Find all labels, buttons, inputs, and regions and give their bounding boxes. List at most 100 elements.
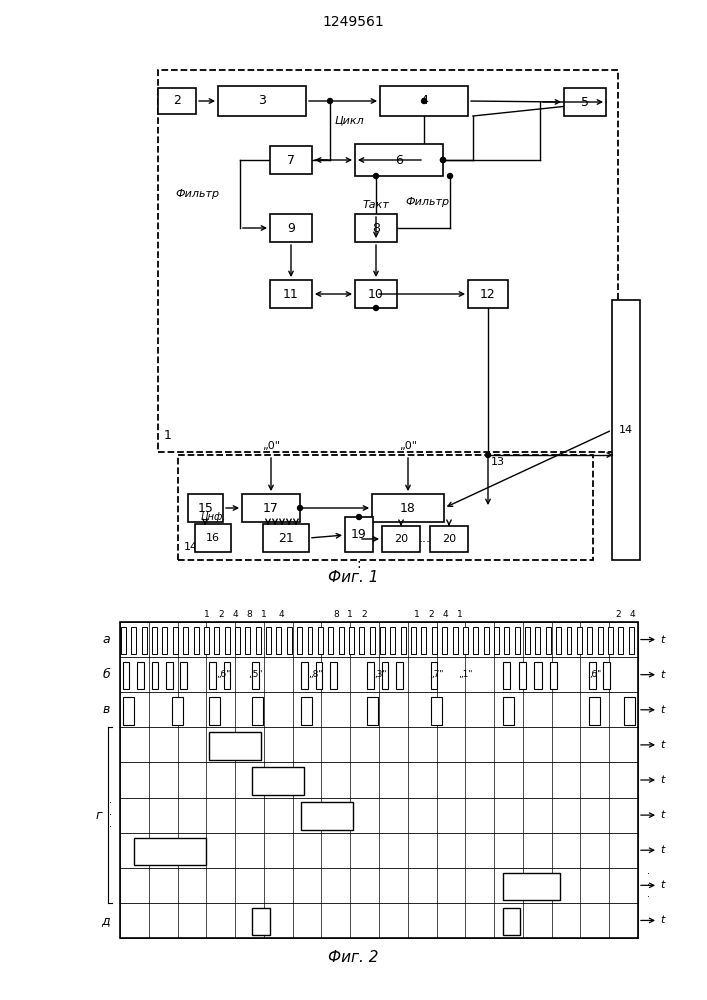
Bar <box>308 627 312 654</box>
Bar <box>401 627 406 654</box>
Bar <box>209 697 220 725</box>
Text: :: : <box>357 557 361 571</box>
Bar <box>183 627 188 654</box>
Bar <box>178 455 593 560</box>
Text: д: д <box>101 914 110 927</box>
Bar <box>597 627 602 654</box>
Bar <box>494 627 499 654</box>
Text: 2: 2 <box>218 610 223 619</box>
Bar <box>550 662 557 689</box>
Text: 14: 14 <box>619 425 633 435</box>
Bar <box>245 627 250 654</box>
Text: 11: 11 <box>283 288 299 300</box>
Text: 9: 9 <box>287 222 295 234</box>
Text: б: б <box>103 668 110 681</box>
Text: 8: 8 <box>247 610 252 619</box>
Bar <box>431 662 438 689</box>
Bar <box>194 627 199 654</box>
Bar <box>396 662 403 689</box>
Bar <box>330 662 337 689</box>
Bar <box>252 908 269 935</box>
Bar <box>589 697 600 725</box>
Bar <box>370 627 375 654</box>
Bar <box>123 662 129 689</box>
Bar <box>355 144 443 176</box>
Bar <box>301 662 308 689</box>
Text: t: t <box>660 635 665 645</box>
Circle shape <box>421 99 426 104</box>
Bar <box>158 70 618 452</box>
Bar <box>411 627 416 654</box>
Text: 2: 2 <box>173 95 181 107</box>
Text: 5: 5 <box>581 96 589 108</box>
Bar <box>577 627 582 654</box>
Bar <box>463 627 468 654</box>
Text: 14: 14 <box>184 542 198 552</box>
Bar <box>270 214 312 242</box>
Bar <box>534 662 542 689</box>
Bar <box>442 627 447 654</box>
Text: 1: 1 <box>457 610 462 619</box>
Bar <box>121 627 126 654</box>
Text: 2: 2 <box>428 610 433 619</box>
Text: 19: 19 <box>351 528 367 541</box>
Text: в: в <box>103 703 110 716</box>
Bar <box>566 627 571 654</box>
Text: 1249561: 1249561 <box>322 15 384 29</box>
Bar <box>503 697 514 725</box>
Text: 3: 3 <box>258 95 266 107</box>
Bar <box>604 662 610 689</box>
Text: ·
·
·: · · · <box>646 869 650 902</box>
Bar <box>218 86 306 116</box>
Bar <box>629 627 633 654</box>
Bar <box>431 697 442 725</box>
Bar <box>163 627 168 654</box>
Text: Такт: Такт <box>363 200 390 210</box>
Bar <box>473 627 478 654</box>
Bar <box>188 494 223 522</box>
Bar <box>214 627 219 654</box>
Text: t: t <box>660 915 665 925</box>
Circle shape <box>486 452 491 458</box>
Bar <box>263 524 309 552</box>
Bar <box>380 86 468 116</box>
Text: t: t <box>660 740 665 750</box>
Text: 12: 12 <box>480 288 496 300</box>
Text: „8": „8" <box>308 670 323 679</box>
Bar <box>152 662 158 689</box>
Bar <box>123 697 134 725</box>
Bar <box>515 627 520 654</box>
Circle shape <box>373 306 378 310</box>
Bar <box>256 627 261 654</box>
Bar <box>134 838 206 865</box>
Bar <box>132 627 136 654</box>
Bar <box>172 697 182 725</box>
Bar <box>270 146 312 174</box>
Text: Цикл: Цикл <box>335 115 365 125</box>
Text: 10: 10 <box>368 288 384 300</box>
Bar <box>380 627 385 654</box>
Bar <box>252 697 263 725</box>
Text: 21: 21 <box>278 532 294 544</box>
Bar <box>287 627 292 654</box>
Text: 1: 1 <box>414 610 419 619</box>
Text: 20: 20 <box>394 534 408 544</box>
Bar <box>152 627 157 654</box>
Text: „0": „0" <box>399 441 417 451</box>
Bar <box>328 627 333 654</box>
Text: ...: ... <box>419 532 431 546</box>
Text: 2: 2 <box>362 610 368 619</box>
Bar <box>339 627 344 654</box>
Bar <box>382 526 420 552</box>
Bar <box>225 627 230 654</box>
Circle shape <box>356 514 361 520</box>
Bar <box>372 494 444 522</box>
Text: 18: 18 <box>400 502 416 514</box>
Text: а: а <box>103 633 110 646</box>
Circle shape <box>440 157 445 162</box>
Text: 4: 4 <box>443 610 448 619</box>
Bar <box>252 767 304 795</box>
Text: t: t <box>660 810 665 820</box>
Bar <box>624 697 635 725</box>
Text: „б": „б" <box>588 670 602 679</box>
